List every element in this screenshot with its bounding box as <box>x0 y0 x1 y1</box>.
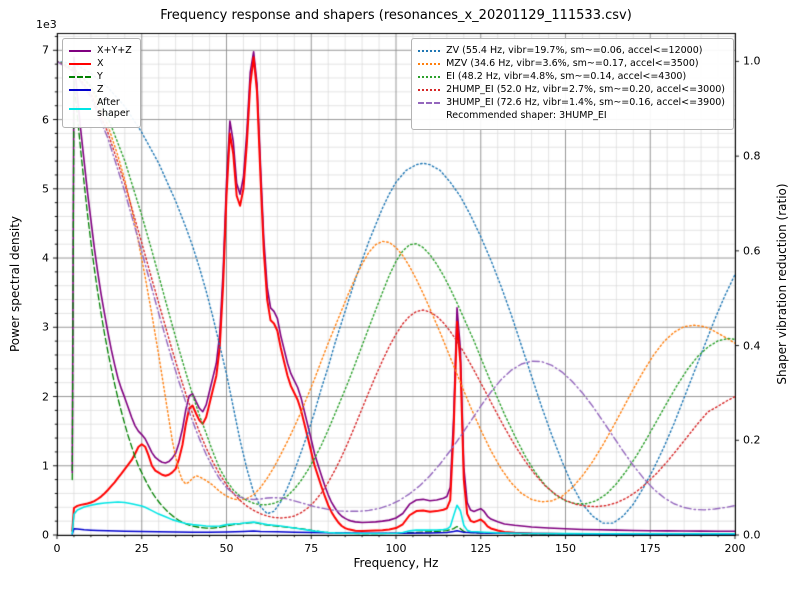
x-tick-label: 75 <box>304 542 319 555</box>
x-tick-label: 200 <box>724 542 746 555</box>
psd-legend: X+Y+Z X Y Z After shaper <box>62 38 141 128</box>
legend-label: X <box>97 57 104 69</box>
x-tick-label: 50 <box>219 542 234 555</box>
legend-item: ZV (55.4 Hz, vibr=19.7%, sm~=0.06, accel… <box>418 45 725 57</box>
x-tick-label: 150 <box>555 542 576 555</box>
legend-line-sample-icon <box>418 89 441 92</box>
legend-label: Y <box>97 70 103 82</box>
legend-line-sample-icon <box>69 50 91 53</box>
x-tick-label: 0 <box>53 542 61 555</box>
y-left-tick-label: 3 <box>42 320 49 334</box>
chart-title: Frequency response and shapers (resonanc… <box>160 8 632 23</box>
legend-label: 3HUMP_EI (72.6 Hz, vibr=1.4%, sm~=0.16, … <box>446 96 725 108</box>
legend-line-sample-icon <box>418 102 441 105</box>
y-right-axis-label: Shaper vibration reduction (ratio) <box>775 183 789 385</box>
y-left-tick-label: 6 <box>42 113 49 127</box>
legend-line-sample-icon <box>418 76 441 79</box>
y-left-tick-label: 1 <box>42 459 49 473</box>
x-tick-label: 125 <box>470 542 492 555</box>
y-right-tick-label: 0.6 <box>743 244 761 258</box>
y-right-tick-label: 0.0 <box>743 528 761 542</box>
legend-item: EI (48.2 Hz, vibr=4.8%, sm~=0.14, accel<… <box>418 70 725 83</box>
legend-label: EI (48.2 Hz, vibr=4.8%, sm~=0.14, accel<… <box>446 70 687 82</box>
legend-label: MZV (34.6 Hz, vibr=3.6%, sm~=0.17, accel… <box>446 57 699 69</box>
legend-label: ZV (55.4 Hz, vibr=19.7%, sm~=0.06, accel… <box>446 45 703 56</box>
legend-label: After shaper <box>97 96 130 119</box>
legend-label: Z <box>97 83 104 95</box>
y-left-tick-label: 0 <box>42 528 49 542</box>
recommended-shaper-text: Recommended shaper: 3HUMP_EI <box>446 109 607 121</box>
legend-line-sample-icon <box>418 63 441 66</box>
legend-item: Y <box>69 70 132 83</box>
recommended-shaper-note: Recommended shaper: 3HUMP_EI <box>418 109 725 122</box>
y-left-tick-label: 2 <box>42 390 49 404</box>
x-tick-label: 175 <box>639 542 661 555</box>
legend-line-sample-icon <box>418 50 441 53</box>
y-left-tick-label: 5 <box>42 182 49 196</box>
y-right-tick-label: 0.4 <box>743 339 761 353</box>
legend-label: X+Y+Z <box>97 45 132 56</box>
y-left-tick-label: 4 <box>42 251 49 265</box>
legend-line-sample-icon <box>69 63 91 66</box>
legend-item: 2HUMP_EI (52.0 Hz, vibr=2.7%, sm~=0.20, … <box>418 83 725 96</box>
legend-item: 3HUMP_EI (72.6 Hz, vibr=1.4%, sm~=0.16, … <box>418 96 725 109</box>
x-tick-label: 100 <box>385 542 407 555</box>
y-left-axis-multiplier: 1e3 <box>36 18 57 31</box>
y-right-tick-label: 1.0 <box>743 54 761 68</box>
legend-item: MZV (34.6 Hz, vibr=3.6%, sm~=0.17, accel… <box>418 57 725 70</box>
y-left-axis-label: Power spectral density <box>8 215 22 353</box>
legend-line-sample-icon <box>69 76 91 79</box>
legend-item: X+Y+Z <box>69 45 132 57</box>
legend-item: X <box>69 57 132 70</box>
legend-line-sample-icon <box>69 107 91 110</box>
x-axis-label: Frequency, Hz <box>353 556 439 570</box>
y-right-tick-label: 0.2 <box>743 433 761 447</box>
y-left-tick-label: 7 <box>42 43 49 57</box>
legend-label: 2HUMP_EI (52.0 Hz, vibr=2.7%, sm~=0.20, … <box>446 83 725 95</box>
legend-item: After shaper <box>69 96 132 120</box>
shaper-legend: ZV (55.4 Hz, vibr=19.7%, sm~=0.06, accel… <box>411 38 734 130</box>
y-right-tick-label: 0.8 <box>743 149 761 163</box>
legend-item: Z <box>69 83 132 96</box>
x-tick-label: 25 <box>134 542 149 555</box>
legend-line-sample-icon <box>69 89 91 92</box>
